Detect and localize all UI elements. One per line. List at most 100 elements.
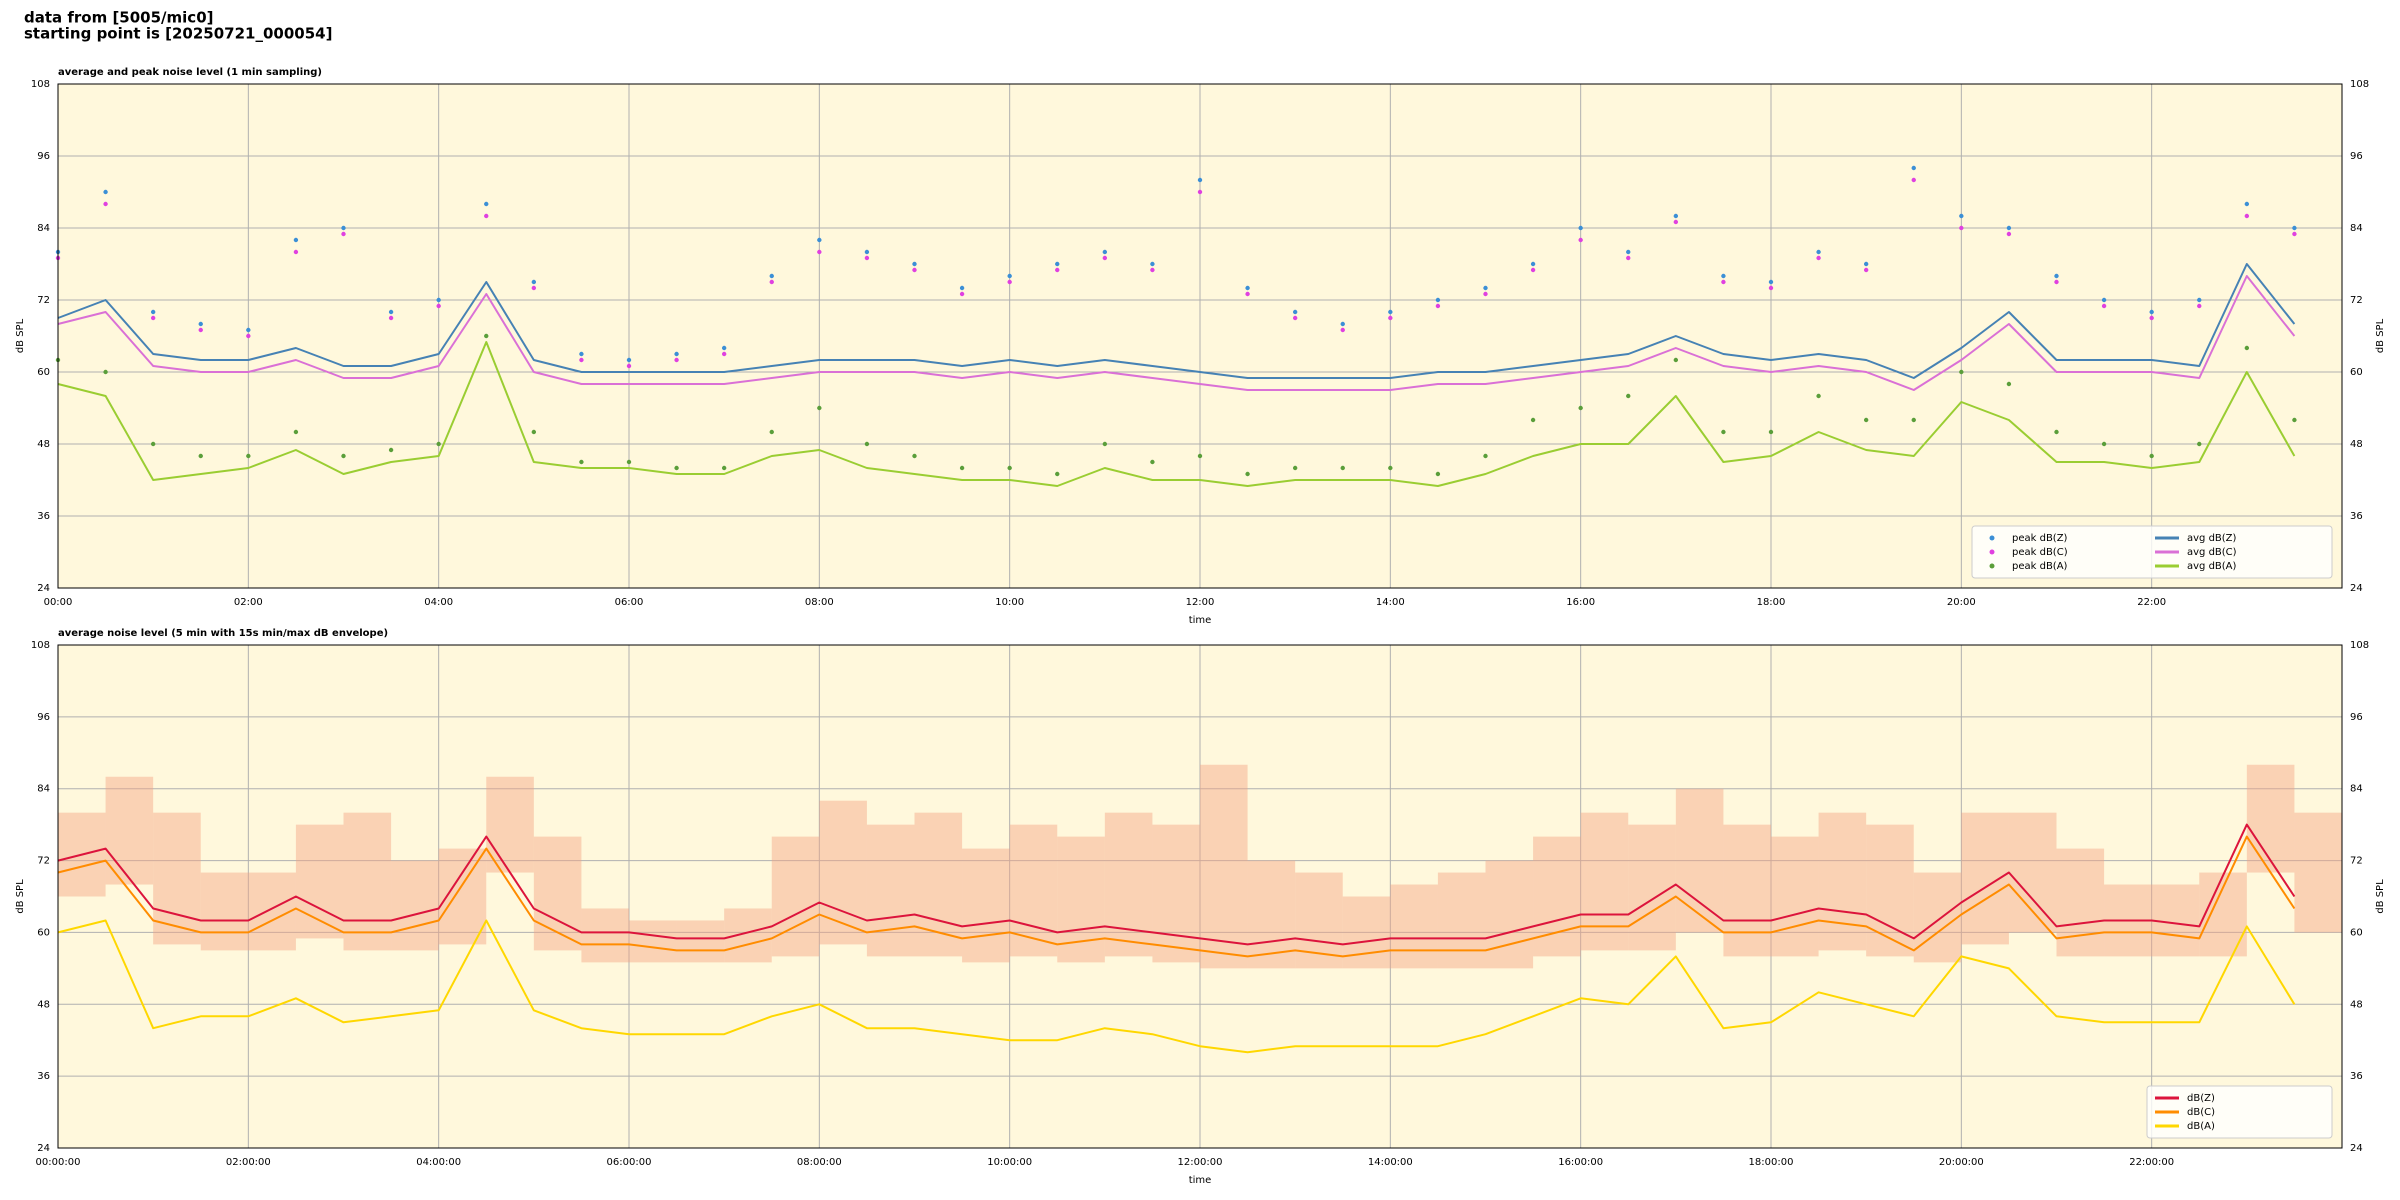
y-tick-label: 96	[37, 712, 50, 723]
y-tick-label: 84	[37, 223, 50, 234]
peak-point	[150, 315, 156, 321]
peak-point	[1673, 357, 1679, 363]
peak-point	[721, 345, 727, 351]
y-tick-label: 72	[37, 295, 50, 306]
peak-point	[1150, 459, 1155, 465]
peak-point	[1959, 369, 1964, 375]
peak-point	[246, 453, 251, 459]
peak-point	[103, 201, 108, 207]
x-tick-label: 16:00:00	[1558, 1157, 1603, 1168]
y2-axis-label: dB SPL	[2375, 879, 2386, 914]
peak-point	[1055, 261, 1060, 267]
peak-point	[2244, 345, 2250, 351]
peak-point	[674, 465, 679, 471]
peak-point	[1245, 471, 1250, 477]
peak-point	[341, 231, 346, 237]
legend-label: peak dB(Z)	[2012, 533, 2068, 544]
peak-point	[2054, 279, 2059, 285]
y-tick-label: 60	[37, 367, 50, 378]
x-tick-label: 22:00:00	[2129, 1157, 2174, 1168]
peak-point	[864, 441, 870, 447]
series-line	[57, 835, 2296, 958]
peak-point	[579, 459, 584, 465]
peak-point	[1102, 441, 1108, 447]
peak-point	[484, 201, 489, 207]
peak-point	[1340, 321, 1345, 327]
legend-box	[1971, 525, 2333, 579]
peak-point	[341, 453, 346, 459]
plot-frame	[57, 644, 2343, 1149]
peak-point	[484, 213, 489, 219]
peak-point	[1863, 267, 1869, 273]
x-tick-label: 04:00	[424, 597, 453, 608]
peak-point	[912, 453, 917, 459]
x-tick-label: 10:00:00	[987, 1157, 1032, 1168]
suptitle: starting point is [20250721_000054]	[24, 25, 332, 43]
peak-point	[1911, 417, 1916, 423]
y2-axis-label: dB SPL	[2375, 318, 2386, 353]
peak-point	[1768, 285, 1774, 291]
peak-point	[1150, 261, 1155, 267]
peak-point	[1292, 465, 1298, 471]
peak-point	[1483, 285, 1488, 291]
series-line	[57, 919, 2296, 1054]
x-tick-label: 22:00	[2137, 597, 2166, 608]
legend-marker	[1989, 549, 1995, 555]
chart-title: average and peak noise level (1 min samp…	[58, 67, 322, 78]
envelope	[486, 776, 534, 873]
peak-point	[1911, 165, 1916, 171]
peak-point	[2006, 381, 2012, 387]
peak-point	[103, 189, 108, 195]
peak-point	[436, 297, 441, 303]
peak-point	[626, 363, 632, 369]
peak-point	[1626, 393, 1631, 399]
peak-point	[1435, 471, 1441, 477]
peak-point	[674, 357, 679, 363]
envelope	[866, 824, 915, 957]
peak-point	[103, 369, 108, 375]
peak-point	[436, 441, 441, 447]
peak-point	[1530, 261, 1536, 267]
peak-point	[579, 351, 584, 357]
peak-point	[1007, 273, 1012, 279]
peak-point	[293, 249, 299, 255]
peak-point	[2006, 225, 2012, 231]
y2-tick-label: 108	[2350, 79, 2369, 90]
suptitle: data from [5005/mic0]	[24, 9, 214, 27]
y-tick-label: 96	[37, 151, 50, 162]
peak-point	[2149, 315, 2154, 321]
y-tick-label: 24	[37, 583, 50, 594]
y2-tick-label: 24	[2350, 583, 2363, 594]
envelope	[1390, 884, 1438, 969]
y2-tick-label: 108	[2350, 640, 2369, 651]
peak-point	[1340, 327, 1345, 333]
y2-tick-label: 24	[2350, 1143, 2363, 1154]
envelope	[1723, 824, 1771, 957]
peak-point	[864, 249, 870, 255]
envelope	[2056, 848, 2105, 957]
y2-tick-label: 60	[2350, 367, 2363, 378]
peak-point	[1245, 285, 1250, 291]
envelope	[1533, 836, 1581, 957]
x-tick-label: 20:00	[1947, 597, 1976, 608]
envelope	[1866, 824, 1914, 957]
envelope	[1009, 824, 1058, 957]
peak-point	[531, 285, 537, 291]
envelope	[962, 848, 1010, 963]
y-tick-label: 108	[31, 640, 50, 651]
y-tick-label: 108	[31, 79, 50, 90]
legend-label: dB(C)	[2187, 1107, 2215, 1118]
peak-point	[1578, 225, 1583, 231]
envelope	[1628, 824, 1676, 951]
legend-label: avg dB(C)	[2187, 547, 2237, 558]
peak-point	[2101, 441, 2107, 447]
peak-point	[1673, 213, 1679, 219]
peak-point	[293, 429, 299, 435]
peak-point	[1007, 279, 1012, 285]
peak-point	[1673, 219, 1679, 225]
x-tick-label: 12:00	[1186, 597, 1215, 608]
peak-point	[150, 309, 156, 315]
peak-point	[388, 309, 394, 315]
peak-point	[2292, 417, 2297, 423]
peak-point	[388, 315, 394, 321]
